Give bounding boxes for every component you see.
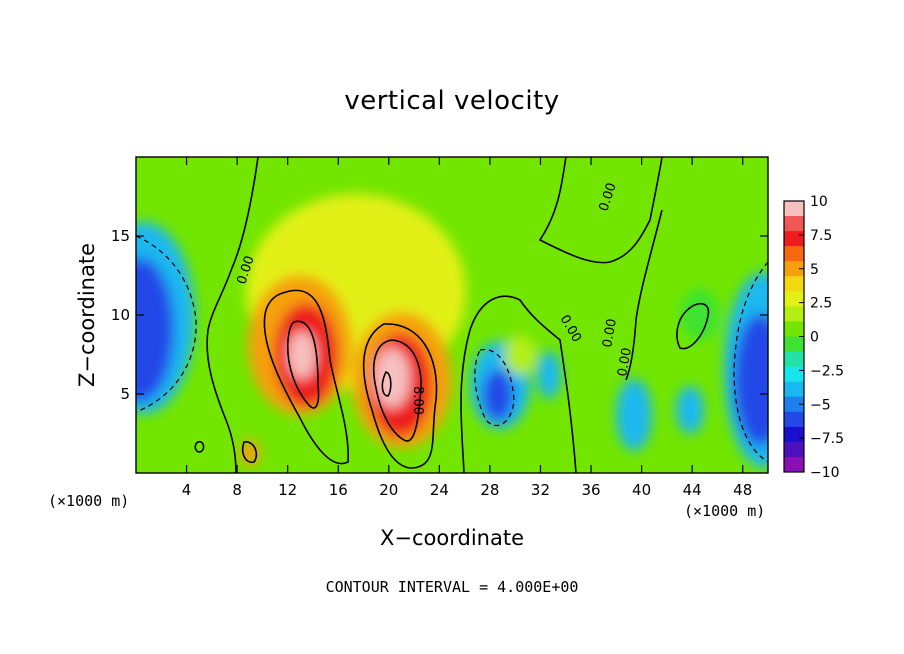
colorbar-tick-label: 2.5 — [810, 296, 832, 312]
contour-label: 8.00 — [410, 386, 425, 415]
heatmap-blob-left-core — [136, 258, 174, 402]
heatmap-blob-updraft1-peak — [288, 331, 316, 379]
colorbar-segment — [784, 246, 804, 262]
y-axis-label: Z−coordinate — [75, 243, 99, 387]
colorbar-tick-label: −2.5 — [810, 363, 844, 379]
y-axis: 5 10 15 — [111, 227, 768, 403]
contour-small-loop-right — [676, 302, 710, 350]
colorbar-segment — [784, 321, 804, 337]
contour-top-right — [538, 157, 663, 264]
colorbar-segment — [784, 366, 804, 383]
x-tick-label: 36 — [581, 481, 600, 499]
heatmap-blob-downdraft1-core — [483, 369, 513, 421]
heatmap-blob-teal — [680, 289, 720, 341]
heatmap-blob-right-core — [734, 314, 768, 446]
colorbar-segment — [784, 351, 804, 368]
contour-interval-note: CONTOUR INTERVAL = 4.000E+00 — [325, 578, 579, 596]
contour-small-bottom-left — [194, 440, 205, 453]
heatmap-blob-downdraft2 — [537, 351, 561, 399]
x-tick-label: 48 — [733, 481, 752, 499]
colorbar-segment — [784, 261, 804, 277]
colorbar-segment — [784, 291, 804, 307]
colorbar-tick-label: −7.5 — [810, 431, 844, 447]
x-tick-label: 12 — [278, 481, 297, 499]
y-tick-label: 5 — [120, 385, 130, 403]
contour-peak — [381, 371, 392, 397]
colorbar-tick-label: 5 — [810, 262, 819, 278]
x-axis: 4 8 12 16 20 24 28 32 36 40 44 48 — [182, 157, 752, 499]
contour-mid-column — [460, 295, 577, 473]
colorbar-segment — [784, 456, 804, 473]
contour-neg-mid — [474, 349, 515, 426]
x-axis-label: X−coordinate — [380, 526, 524, 550]
contour-updraft2-outer — [362, 323, 438, 469]
contour-updraft1-inner — [286, 320, 320, 409]
heatmap-blob-green — [504, 335, 536, 375]
contour-right-column — [625, 209, 663, 381]
colorbar-segment — [784, 216, 804, 232]
x-tick-label: 44 — [683, 481, 702, 499]
colorbar-segment — [784, 426, 804, 443]
contour-zero-left — [206, 157, 259, 473]
heatmap-field — [136, 157, 768, 473]
contour-lines — [136, 157, 768, 473]
heatmap-blob-downdraft4 — [676, 386, 704, 434]
x-tick-label: 32 — [531, 481, 550, 499]
x-tick-label: 40 — [632, 481, 651, 499]
contour-neg-right — [733, 261, 768, 463]
contour-label: 0.00 — [600, 318, 620, 349]
x-tick-label: 4 — [182, 481, 192, 499]
contour-updraft2-inner — [372, 339, 422, 442]
contour-label: 0.00 — [615, 347, 635, 378]
colorbar: 10 7.5 5 2.5 0 −2.5 −5 −7.5 −10 — [783, 194, 844, 481]
x-tick-label: 16 — [329, 481, 348, 499]
colorbar-tick-label: −10 — [810, 465, 840, 481]
heatmap-blob-updraft2-peak — [374, 348, 410, 408]
y-tick-label: 10 — [111, 306, 130, 324]
colorbar-segment — [784, 306, 804, 322]
contour-small-warm-blob — [241, 441, 258, 464]
chart-title: vertical velocity — [344, 86, 560, 116]
y-tick-label: 15 — [111, 227, 130, 245]
colorbar-segment — [784, 411, 804, 428]
colorbar-segment — [784, 336, 804, 353]
heatmap-blob-downdraft3 — [616, 379, 652, 451]
x-tick-label: 8 — [232, 481, 242, 499]
colorbar-tick-label: 0 — [810, 330, 819, 346]
colorbar-segment — [784, 231, 804, 247]
colorbar-segment — [784, 381, 804, 398]
colorbar-segment — [784, 201, 804, 217]
contour-updraft1-outer — [263, 289, 349, 465]
contour-neg-left — [136, 235, 197, 413]
colorbar-tick-label: 10 — [810, 194, 828, 210]
x-unit-label-right: (×1000 m) — [684, 502, 766, 520]
colorbar-segment — [784, 441, 804, 458]
x-unit-label-left: (×1000 m) — [48, 492, 130, 510]
colorbar-segment — [784, 276, 804, 292]
colorbar-tick-label: 7.5 — [810, 228, 832, 244]
x-tick-label: 20 — [379, 481, 398, 499]
colorbar-segment — [784, 396, 804, 413]
x-tick-label: 24 — [430, 481, 449, 499]
colorbar-tick-label: −5 — [810, 397, 831, 413]
x-tick-label: 28 — [480, 481, 499, 499]
